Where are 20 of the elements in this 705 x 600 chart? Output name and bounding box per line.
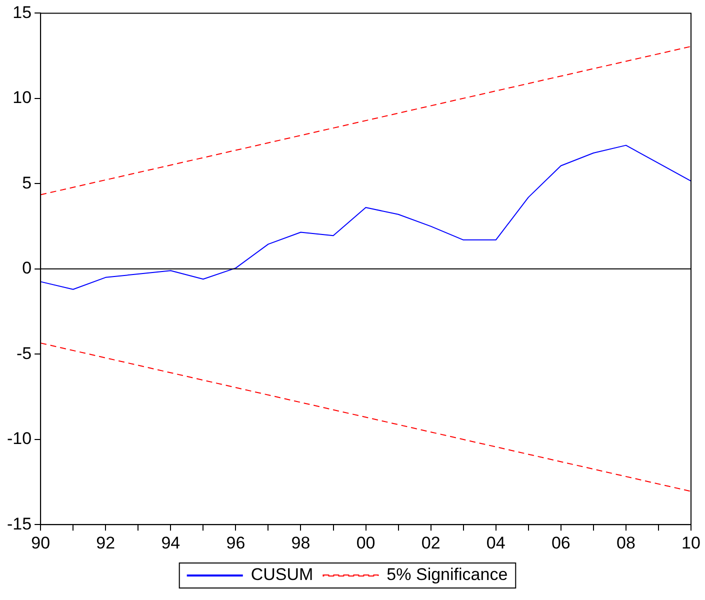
y-tick-label: 10 (12, 88, 32, 108)
legend-label: CUSUM (250, 565, 314, 584)
x-tick-label: 90 (31, 533, 50, 552)
x-tick-label: 92 (96, 533, 116, 552)
x-tick-label: 10 (682, 533, 700, 552)
x-tick-label: 08 (616, 533, 636, 552)
y-tick-label: 15 (12, 2, 32, 22)
y-tick-label: -5 (16, 344, 32, 363)
x-tick-label: 06 (551, 533, 570, 552)
y-tick-label: -15 (6, 514, 32, 534)
x-tick-label: 00 (356, 533, 376, 552)
y-tick-label: 5 (22, 173, 32, 192)
x-tick-label: 96 (226, 533, 246, 552)
y-tick-label: -10 (6, 429, 32, 448)
y-tick-label: 0 (22, 258, 32, 278)
x-tick-label: 98 (291, 533, 310, 552)
x-tick-label: 02 (421, 533, 440, 552)
x-tick-label: 04 (486, 533, 506, 552)
legend-label: 5% Significance (386, 565, 508, 584)
x-tick-label: 94 (161, 533, 180, 552)
